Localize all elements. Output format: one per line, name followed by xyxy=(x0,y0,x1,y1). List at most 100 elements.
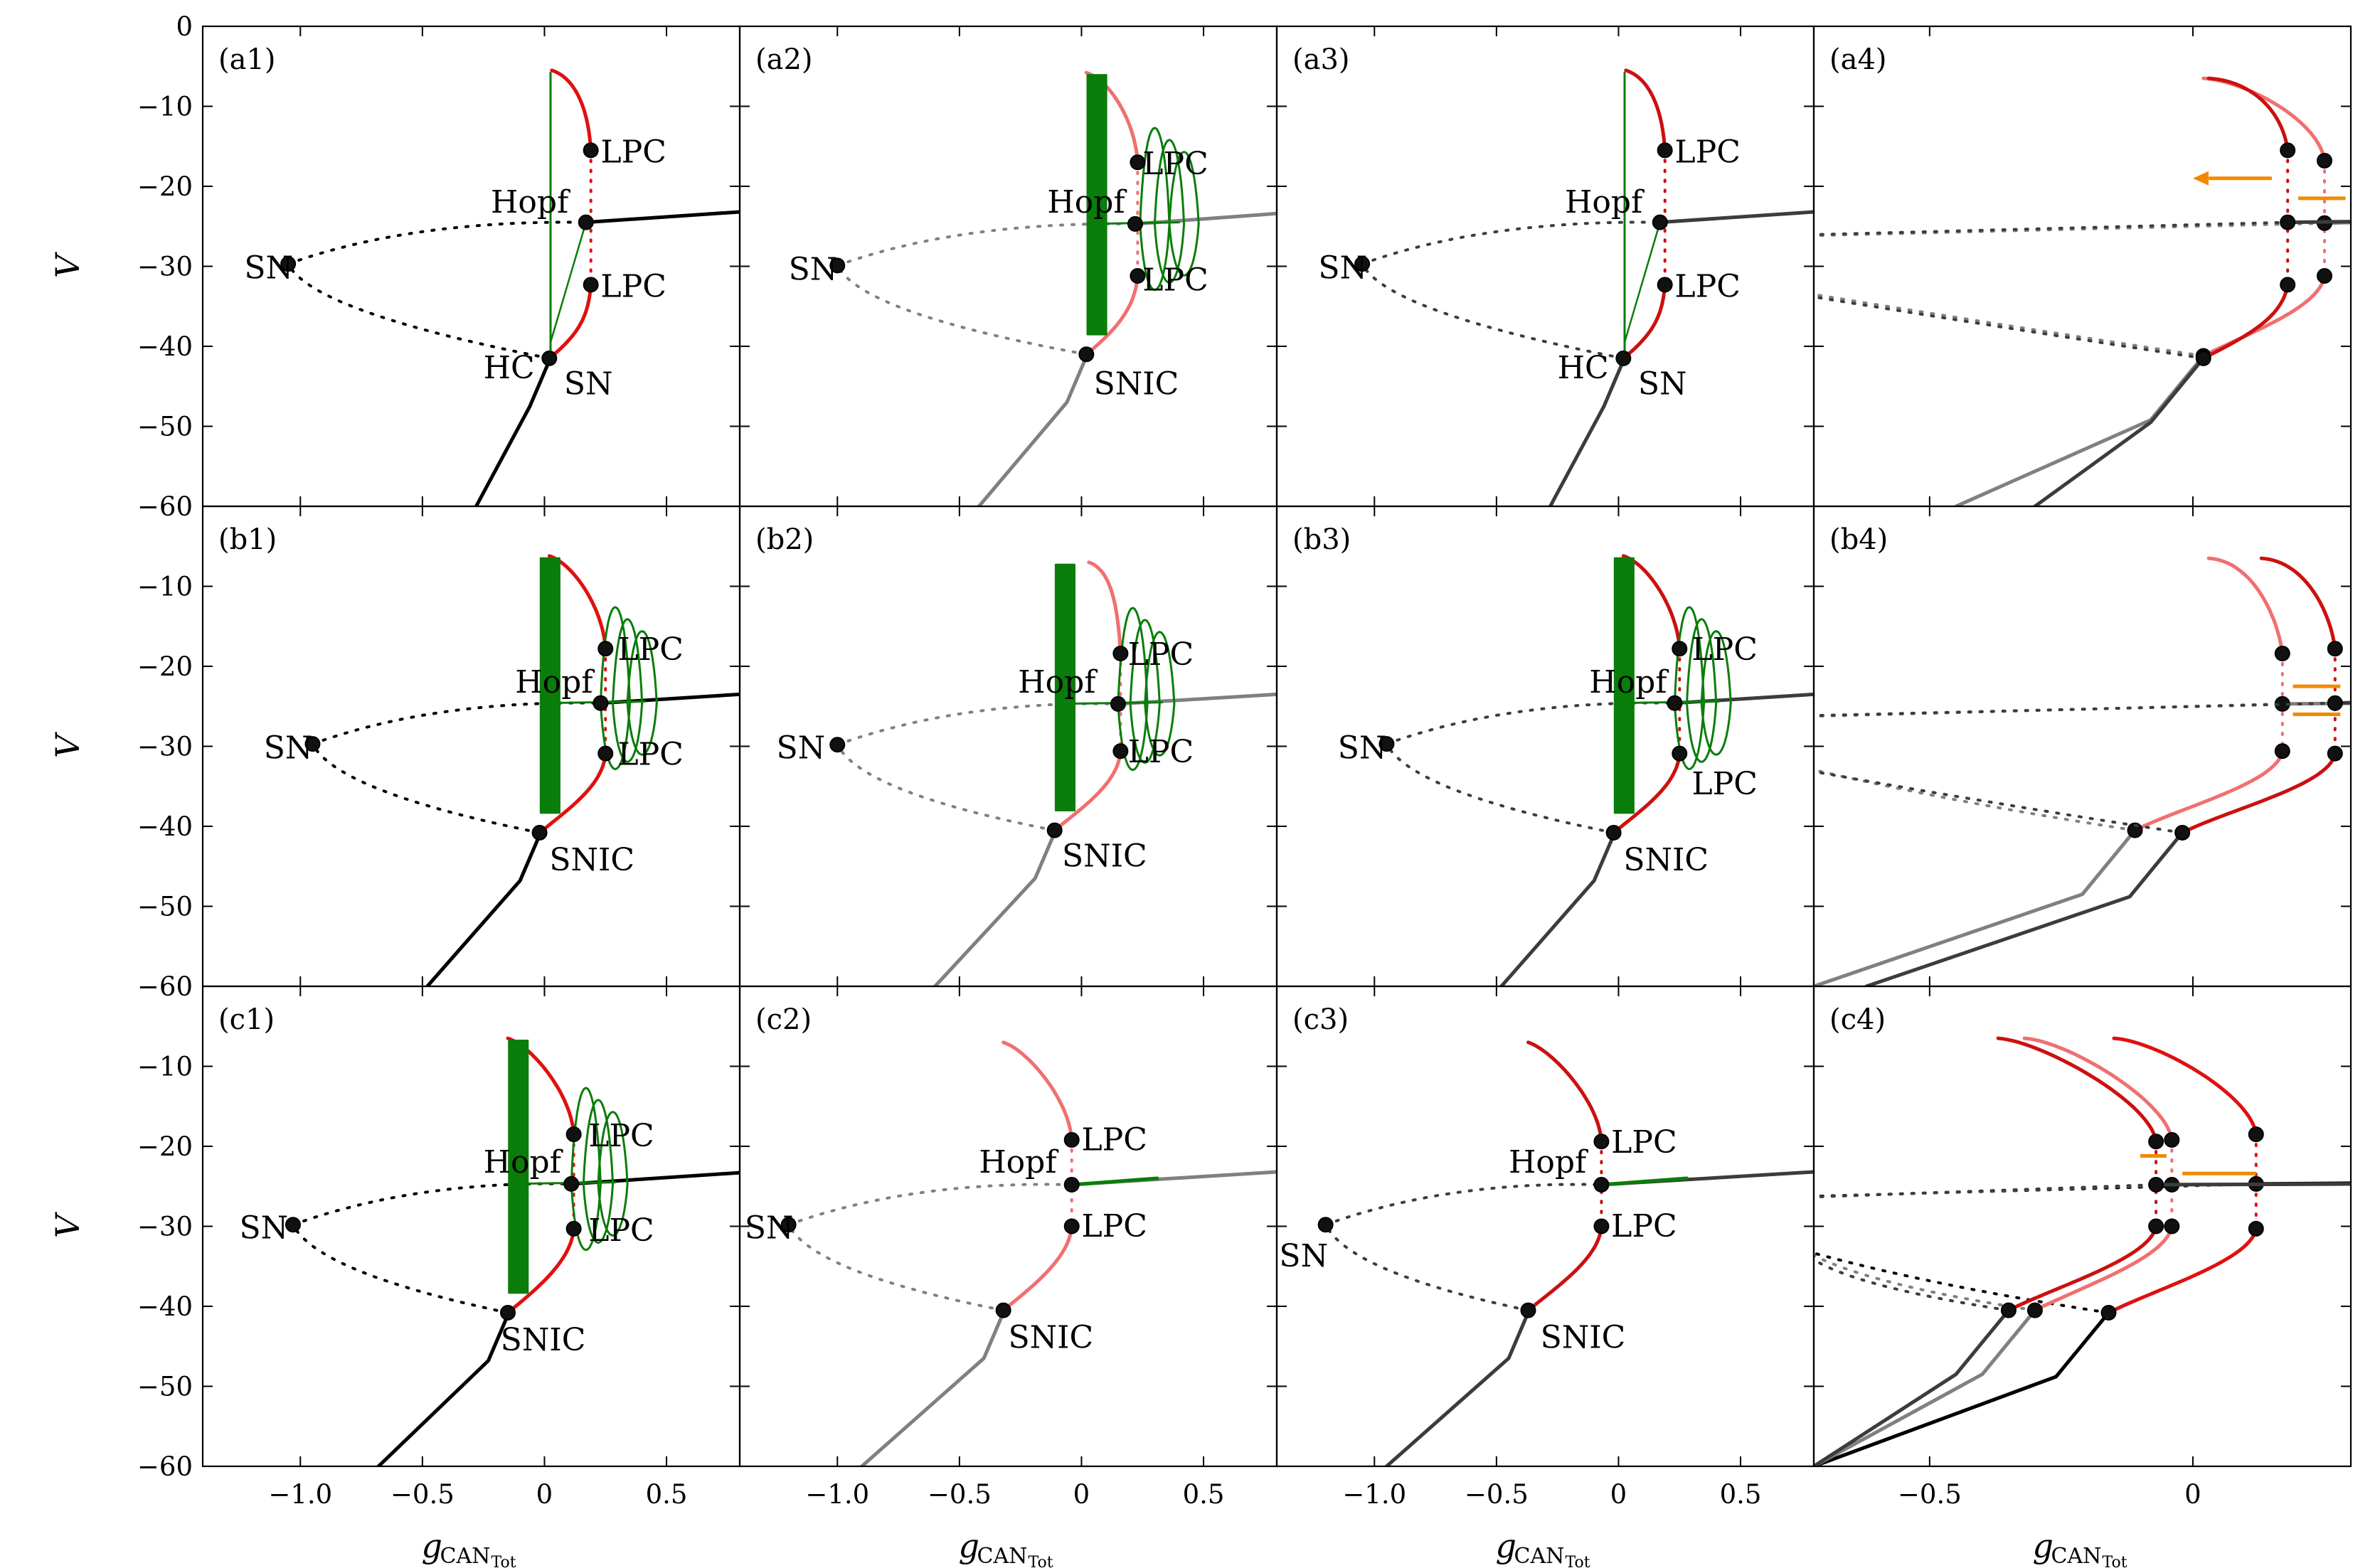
homoclinic-orbit xyxy=(1623,221,1662,343)
periodic-orbit-trace xyxy=(1700,702,1732,756)
x-tick-label: −0.5 xyxy=(928,1479,992,1510)
bifurcation-point xyxy=(995,1302,1011,1318)
point-label: SN xyxy=(1279,1238,1328,1274)
bifurcation-point xyxy=(2195,350,2211,366)
bifurcation-point xyxy=(1657,142,1673,159)
cycle-branch-upper xyxy=(1526,1040,1603,1143)
periodic-orbit-trace xyxy=(1117,703,1149,772)
unstable-branch-middle xyxy=(1814,1252,2110,1314)
unstable-branch-middle xyxy=(292,1223,509,1314)
unstable-branch-upper xyxy=(1814,701,2337,718)
y-tick-label: −50 xyxy=(137,1372,193,1402)
bifurcation-point xyxy=(2280,277,2296,293)
periodic-orbit-trace xyxy=(1144,631,1176,705)
panel-label: (c2) xyxy=(755,1003,812,1036)
y-tick-label: −30 xyxy=(137,252,193,282)
panel-a3: SN HC SN Hopf LPC LPC (a3) xyxy=(1275,25,1815,508)
bifurcation-point xyxy=(2327,641,2343,657)
bifurcation-point xyxy=(2327,745,2343,762)
periodic-orbit-trace xyxy=(612,702,644,763)
cycle-branch-upper xyxy=(1087,560,1122,656)
cycle-branch-upper xyxy=(1621,554,1682,651)
x-axis-label-sub: CAN xyxy=(1514,1544,1565,1568)
periodic-orbit-trace xyxy=(1139,127,1171,225)
bifurcation-point xyxy=(829,737,846,753)
periodic-orbit-trace xyxy=(599,702,632,771)
unstable-branch-upper xyxy=(1361,220,1662,266)
point-label: SN xyxy=(789,252,838,288)
bifurcation-point xyxy=(2316,153,2332,169)
bifurcation-point xyxy=(2274,743,2290,759)
bifurcation-point xyxy=(565,1220,582,1237)
panel-plot-area xyxy=(1814,76,2351,506)
point-label: Hopf xyxy=(1047,184,1127,220)
bifurcation-point xyxy=(1605,825,1622,841)
point-label: LPC xyxy=(1142,262,1208,298)
panel-plot-area xyxy=(1354,68,1814,506)
bifurcation-point xyxy=(541,350,558,366)
cycle-branch-lower xyxy=(538,752,607,835)
point-label: Hopf xyxy=(1565,184,1645,220)
cycle-branch-upper xyxy=(550,68,593,152)
y-axis-label: V xyxy=(48,251,87,278)
x-tick-label: −1.0 xyxy=(268,1479,332,1510)
y-tick-label: −10 xyxy=(137,572,193,602)
y-tick-label: −20 xyxy=(137,171,193,202)
cycle-branch-lower xyxy=(2033,1225,2174,1313)
panel-plot-area xyxy=(829,70,1277,506)
x-tick-label: −0.5 xyxy=(1465,1479,1529,1510)
bifurcation-point xyxy=(1652,214,1668,230)
point-label: SNIC xyxy=(501,1322,586,1358)
bifurcation-point xyxy=(2164,1218,2180,1234)
periodic-orbit-trace xyxy=(508,1181,617,1185)
bifurcation-point xyxy=(1112,743,1129,759)
unstable-branch-middle xyxy=(311,742,541,834)
unstable-branch-middle xyxy=(287,262,551,360)
stable-branch-lower xyxy=(1814,828,2137,986)
point-label: LPC xyxy=(1691,631,1758,668)
bifurcation-point xyxy=(1593,1134,1610,1150)
y-tick-label: −10 xyxy=(137,1052,193,1082)
panel-label: (a3) xyxy=(1292,43,1350,76)
cycle-branch-lower xyxy=(2107,1227,2258,1315)
point-label: LPC xyxy=(588,1212,654,1249)
unstable-branch-upper xyxy=(1814,1183,2158,1199)
point-label: SN xyxy=(1638,366,1687,402)
periodic-orbit-trace xyxy=(582,1183,614,1244)
point-label: LPC xyxy=(1142,146,1208,182)
stable-branch-upper xyxy=(2154,1182,2351,1187)
panel-label: (c1) xyxy=(218,1003,275,1036)
cycle-branch-lower xyxy=(1526,1225,1603,1313)
cycle-branch-upper xyxy=(2206,556,2285,656)
bifurcation-point xyxy=(829,257,846,274)
cycle-branch-upper xyxy=(547,554,607,651)
x-tick-label: 0.5 xyxy=(1720,1479,1762,1510)
stable-branch-lower xyxy=(376,1311,510,1466)
periodic-orbit-trace xyxy=(1673,702,1706,771)
bifurcation-point xyxy=(1354,256,1371,272)
periodic-orbit-trace xyxy=(1168,151,1200,225)
point-label: LPC xyxy=(1081,1208,1147,1244)
panel-plot-area xyxy=(1814,556,2351,986)
point-label: LPC xyxy=(588,1118,654,1154)
point-label: SN xyxy=(239,1210,288,1246)
bifurcation-point xyxy=(280,256,297,272)
bifurcation-point xyxy=(1593,1218,1610,1234)
point-label: LPC xyxy=(617,631,684,668)
point-label: LPC xyxy=(617,736,684,772)
unstable-branch-upper xyxy=(787,1183,1073,1227)
y-tick-label: −50 xyxy=(137,892,193,922)
panel-label: (a1) xyxy=(218,43,276,76)
y-tick-label: −30 xyxy=(137,1212,193,1242)
bifurcation-point xyxy=(499,1305,516,1321)
arrow-head xyxy=(2192,171,2209,186)
panel-plot-area xyxy=(285,1036,740,1466)
bifurcation-point xyxy=(593,695,609,711)
x-axis-label-sub: CAN xyxy=(977,1544,1028,1568)
x-tick-label: −1.0 xyxy=(805,1479,869,1510)
bifurcation-point xyxy=(2280,142,2296,159)
bifurcation-point xyxy=(1317,1217,1334,1233)
x-axis-label: g xyxy=(1496,1527,1516,1565)
x-axis-label-subsub: Tot xyxy=(492,1554,516,1568)
